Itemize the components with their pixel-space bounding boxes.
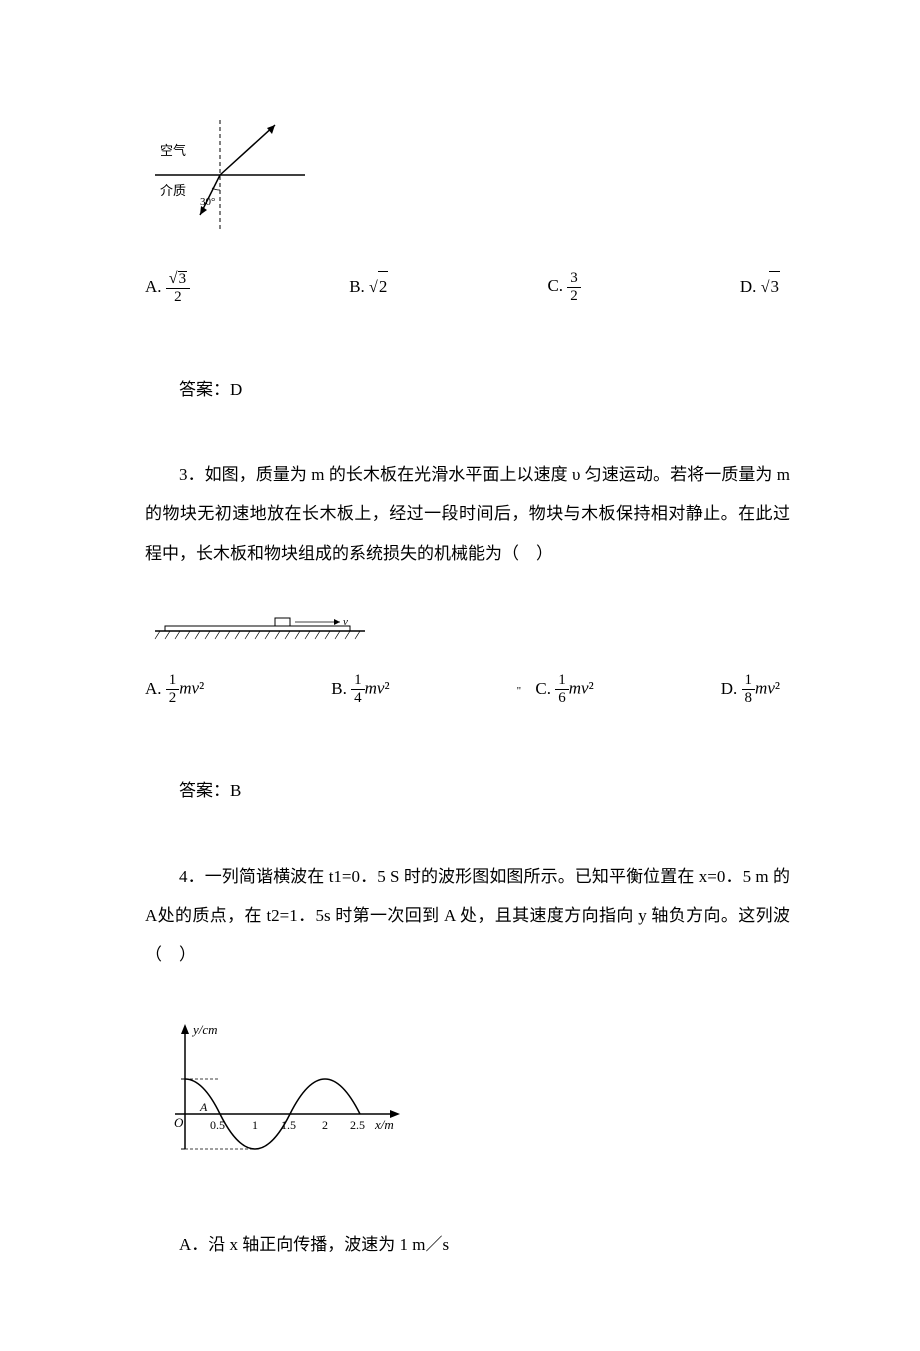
q3-option-b: B. 14mv² [331,673,389,706]
q2-answer: 答案：D [145,375,790,406]
q2-option-c: C. 32 [547,271,580,305]
wave-diagram: y/cm x/m O A 0.5 1 1.5 2 2.5 [145,1014,415,1164]
option-label: B. [331,674,347,705]
option-label: C. [535,674,551,705]
option-label: A. [145,674,162,705]
q3-option-c: " C. 16mv² [517,673,594,706]
origin-label: O [174,1115,184,1130]
x-tick-4: 2.5 [350,1118,365,1132]
y-axis-label: y/cm [191,1022,218,1037]
q3-answer: 答案：B [145,776,790,807]
option-label: C. [547,271,563,302]
x-tick-3: 2 [322,1118,328,1132]
x-tick-1: 1 [252,1118,258,1132]
q3-option-a: A. 12mv² [145,673,204,706]
q2-option-d: D. 3 [740,271,780,305]
q4-diagram: y/cm x/m O A 0.5 1 1.5 2 2.5 [145,1014,790,1175]
q2-options: A. 32 B. 2 C. 32 D. 3 [145,271,790,305]
point-a-label: A [199,1100,208,1114]
q2-diagram: 空气 介质 30° [145,110,790,251]
refraction-diagram: 空气 介质 30° [145,110,325,240]
q3-option-d: D. 18mv² [721,673,780,706]
x-tick-0: 0.5 [210,1118,225,1132]
q2-option-b: B. 2 [349,271,388,305]
q2-option-a: A. 32 [145,271,190,305]
svg-text:v: v [343,616,348,628]
option-label: D. [721,674,738,705]
option-label: D. [740,272,757,303]
medium-label: 介质 [160,183,186,198]
angle-label: 30° [200,196,215,208]
q4-option-a: A．沿 x 轴正向传播，波速为 1 m／s [145,1230,790,1261]
air-label: 空气 [160,143,186,158]
q4-text: 4．一列简谐横波在 t1=0．5 S 时的波形图如图所示。已知平衡位置在 x=0… [145,857,790,974]
q3-diagram: v [145,613,790,659]
option-label: A. [145,272,162,303]
q3-text: 3．如图，质量为 m 的长木板在光滑水平面上以速度 υ 匀速运动。若将一质量为 … [145,455,790,572]
q3-options: A. 12mv² B. 14mv² " C. 16mv² D. 18mv² [145,673,790,706]
option-label: B. [349,272,365,303]
plank-block-diagram: v [145,613,395,648]
x-axis-label: x/m [374,1117,394,1132]
x-tick-2: 1.5 [281,1118,296,1132]
